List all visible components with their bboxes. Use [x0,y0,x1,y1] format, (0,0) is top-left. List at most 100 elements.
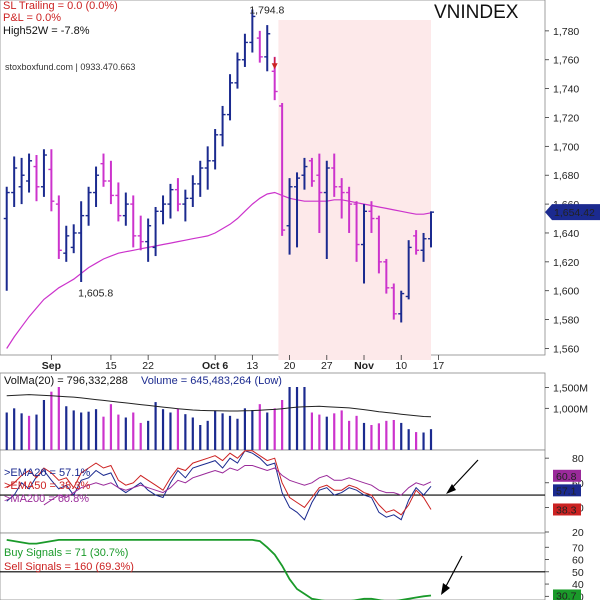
date-tick-label: Nov [354,360,374,372]
price-tick-label: 1,600 [553,286,579,298]
panel-frame [0,532,546,600]
breadth-value-tag [553,503,581,516]
date-tick-label: Oct 6 [202,360,228,372]
breadth-tick-label: 80 [572,453,584,465]
breadth-pointer-arrow [449,459,479,491]
signal-tick-label: 40 [572,579,584,591]
breadth-value-label: 60.8 [556,471,577,483]
price-bar [212,129,219,170]
volume-panel: 1,500M 1,000M [5,383,588,450]
price-bar [3,186,10,291]
price-bar [368,201,375,233]
date-tick-label: 13 [247,360,259,372]
price-bar [122,192,129,226]
volume-tick-label: 1,000M [553,403,588,415]
price-bar [279,103,286,236]
price-bar [93,166,100,207]
price-bar [70,224,77,254]
price-bar [107,160,114,205]
breadth-value-tag [553,469,581,482]
sell-signals-legend: Sell Signals = 160 (69.3%) [4,561,134,573]
signal-tick-label: 60 [572,555,584,567]
price-bar [413,230,420,255]
volma-line [6,394,432,418]
price-tick-label: 1,720 [553,112,579,124]
price-bar [323,160,330,259]
date-tick-label: 27 [321,360,333,372]
buy-signals-legend: Buy Signals = 71 (30.7%) [4,547,128,559]
price-bar [219,105,226,147]
price-bar [204,146,211,190]
signal-value-label: 30.7 [556,590,577,600]
price-bar [145,218,152,262]
ema20-legend: >EMA20 = 57.1% [4,467,90,479]
price-bar [100,153,107,187]
price-tick-label: 1,580 [553,315,579,327]
price-bar [249,9,256,53]
price-bar [167,183,174,219]
signal-value-tag [553,589,581,600]
price-tick-label: 1,740 [553,84,579,96]
sl-trailing-label: SL Trailing = 0.0 (0.0%) [3,0,118,12]
breadth-value-label: 38.3 [556,504,577,516]
date-tick-label: 22 [142,360,154,372]
price-tick-label: 1,640 [553,228,579,240]
signals-panel: 706050403030.7 [0,539,584,600]
price-bar [294,172,301,248]
price-bar [227,74,234,121]
price-bar [78,201,85,283]
date-tick-label: 17 [433,360,445,372]
volma-label: VolMa(20) = 796,332,288 [4,375,128,387]
price-bar [241,33,248,67]
price-bar [11,156,18,207]
ema50-legend: >EMA50 = 38.3% [4,480,90,492]
date-tick-label: 10 [395,360,407,372]
price-bar [338,178,345,219]
breadth-value-tag [553,484,581,497]
price-bar [398,290,405,323]
breadth-tick-label: 20 [572,527,584,539]
price-bar [152,206,159,257]
price-bar [40,149,47,197]
volume-tick-label: 1,500M [553,383,588,395]
price-bar [55,195,62,259]
volume-label: Volume = 645,483,264 (Low) [141,375,282,387]
price-tick-label: 1,560 [553,343,579,355]
price-bar [390,283,397,320]
watermark: stoxboxfund.com | 0933.470.663 [5,62,135,72]
panel-frame [0,372,546,451]
signal-tick-label: 70 [572,542,584,554]
breadth-tick-label: 60 [572,478,584,490]
ticker-title: VNINDEX [434,2,519,23]
breadth-panel: 8060402060.857.138.3 [0,450,584,539]
price-bar [361,204,368,284]
price-bar [256,30,263,63]
breadth-line [43,465,432,506]
buy-signals-line [6,539,432,600]
price-tick-label: 1,760 [553,55,579,67]
last-price-tag [545,204,600,221]
price-bar [189,175,196,207]
price-tick-label: 1,620 [553,257,579,269]
price-bar [33,155,40,202]
price-bar [85,186,92,226]
price-annotation: 1,605.8 [78,287,113,299]
price-bar [234,52,241,89]
ma20-line [6,191,432,349]
last-price-label: 1,654.42 [554,207,595,219]
price-bar [428,211,434,248]
price-tick-label: 1,680 [553,170,579,182]
price-bar [115,182,122,222]
price-tick-label: 1,700 [553,141,579,153]
price-tick-label: 1,780 [553,26,579,38]
breadth-line [6,450,432,516]
signal-pointer-arrowhead-icon [441,583,450,595]
date-tick-label: 20 [284,360,296,372]
price-bar [331,153,338,197]
breadth-pointer-arrowhead-icon [446,484,456,494]
price-bar [346,186,353,233]
price-bar [286,178,293,255]
price-bar [63,225,70,262]
panel-frame [0,0,546,356]
date-tick-label: 15 [105,360,117,372]
